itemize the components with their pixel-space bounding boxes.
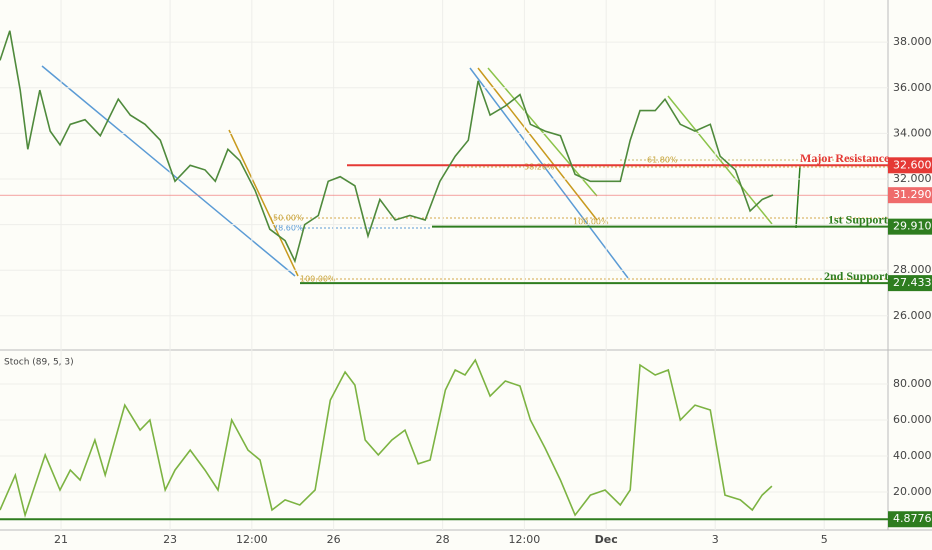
trend-arrow xyxy=(228,129,299,277)
y-tick-label: 80.0000 xyxy=(893,377,932,390)
trend-arrow xyxy=(487,67,598,197)
fib-label: 50.00% xyxy=(273,214,304,223)
level-label: Major Resistance xyxy=(800,151,890,165)
price-tag xyxy=(888,275,932,292)
price-tag-label: 4.8776 xyxy=(893,512,932,525)
trend-arrow xyxy=(41,65,296,277)
fib-label: 61.80% xyxy=(647,156,678,165)
indicator-title: Stoch (89, 5, 3) xyxy=(4,358,74,368)
price-tag-label: 29.910 xyxy=(893,220,932,233)
y-tick-label: 60.0000 xyxy=(893,413,932,426)
price-tag-label: 31.290 xyxy=(893,188,932,201)
y-tick-label: 28.000 xyxy=(893,263,932,276)
panel: 20.0000 40.0000 60.0000 80.0000 4.8776 xyxy=(0,358,932,528)
x-tick-label: 21 xyxy=(54,533,68,546)
trend-arrow xyxy=(469,67,629,279)
series-line xyxy=(0,358,773,518)
drawings xyxy=(41,65,888,280)
fib-label: 78.60% xyxy=(273,224,304,233)
price-tag xyxy=(888,511,932,528)
x-tick-label: 23 xyxy=(163,533,177,546)
x-tick-label: Dec xyxy=(595,533,618,546)
y-tick-label: 34.000 xyxy=(893,126,932,139)
y-tick-label: 32.000 xyxy=(893,172,932,185)
y-tick-label: 40.0000 xyxy=(893,449,932,462)
y-tick-label: 20.0000 xyxy=(893,485,932,498)
price-tag-label: 32.600 xyxy=(893,158,932,171)
target-arrow xyxy=(795,165,801,229)
price-tag xyxy=(888,187,932,204)
y-tick-label: 26.000 xyxy=(893,309,932,322)
x-tick-label: 5 xyxy=(821,533,828,546)
x-tick-label: 28 xyxy=(436,533,450,546)
level-label: 1st Support xyxy=(828,212,888,226)
series-line xyxy=(0,30,774,264)
fib-label: 100.00% xyxy=(573,218,609,227)
price-tag-label: 27.433 xyxy=(893,276,932,289)
trend-arrow xyxy=(477,67,598,221)
x-tick-label: 12:00 xyxy=(236,533,268,546)
y-tick-label: 36.000 xyxy=(893,81,932,94)
price-tag xyxy=(888,157,932,174)
price-tag xyxy=(888,218,932,235)
fib-label: 38.20% xyxy=(524,163,555,172)
level-label: 2nd Support xyxy=(824,269,888,283)
x-tick-label: 26 xyxy=(327,533,341,546)
y-tick-label: 38.000 xyxy=(893,35,932,48)
x-tick-label: 12:00 xyxy=(509,533,541,546)
x-tick-label: 3 xyxy=(712,533,719,546)
fib-label: 100.00% xyxy=(300,275,336,284)
